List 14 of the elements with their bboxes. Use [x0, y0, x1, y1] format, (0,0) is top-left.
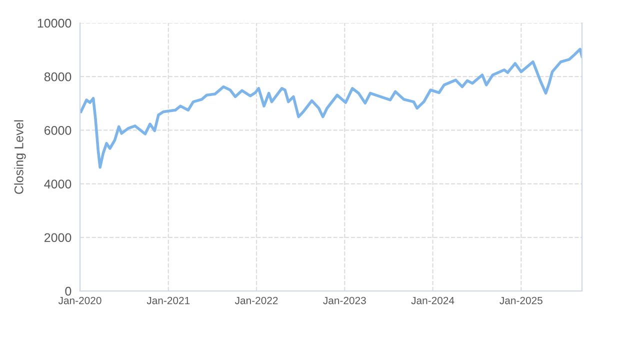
- y-tick-label: 4000: [44, 180, 72, 188]
- y-tick-label: 0: [65, 286, 72, 296]
- y-tick-label: 10000: [38, 18, 72, 28]
- x-tick-label: Jan-2023: [323, 296, 366, 304]
- y-tick-label: 6000: [44, 126, 72, 135]
- line-series: [80, 48, 582, 169]
- y-tick-label: 8000: [44, 72, 72, 82]
- x-tick-label: Jan-2022: [234, 296, 278, 304]
- y-tick-label: 2000: [44, 233, 72, 242]
- y-axis-title: Closing Level: [14, 120, 26, 194]
- x-tick-label: Jan-2020: [58, 296, 102, 304]
- x-tick-label: Jan-2021: [146, 296, 190, 304]
- x-tick-label: Jan-2025: [500, 296, 542, 304]
- x-tick-label: Jan-2024: [411, 296, 454, 304]
